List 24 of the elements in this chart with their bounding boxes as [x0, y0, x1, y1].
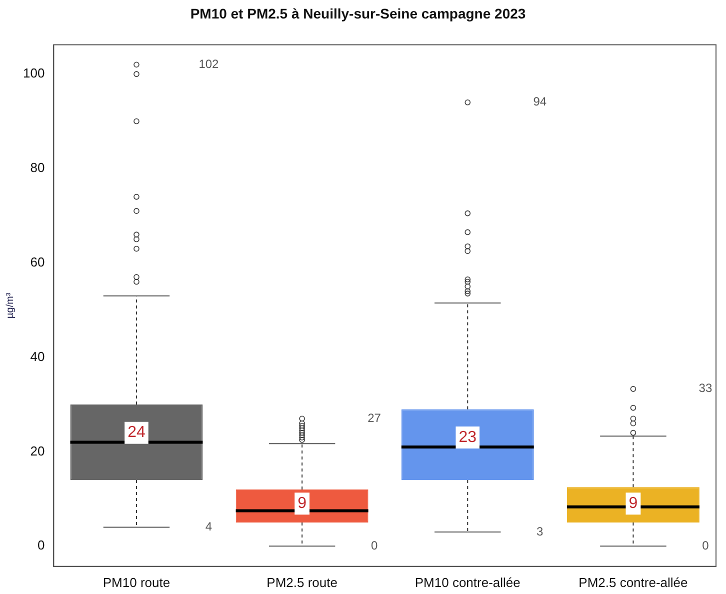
text: 23: [458, 428, 477, 446]
annotation: 33: [698, 381, 712, 396]
annotation: 0: [702, 538, 710, 552]
chart-title: PM10 et PM2.5 à Neuilly-sur-Seine campagne 2023: [190, 5, 526, 22]
y-tick-label: 40: [30, 348, 45, 364]
annotation: 0: [370, 538, 378, 552]
y-tick-label: 100: [22, 66, 45, 81]
x-tick-label: PM10 contre-allée: [414, 574, 520, 590]
annotation: 94: [533, 94, 547, 109]
x-tick-label: PM10 route: [102, 574, 170, 590]
x-tick-label: PM2.5 route: [266, 574, 338, 590]
text: 24: [128, 424, 146, 442]
annotation: 3: [536, 524, 544, 538]
annotation: 4: [205, 520, 212, 534]
annotation: 27: [368, 410, 382, 425]
x-tick-label: PM2.5 contre-allée: [578, 574, 688, 590]
text: 9: [298, 495, 307, 512]
y-tick-label: 0: [37, 538, 45, 553]
y-tick-label: 60: [30, 254, 45, 270]
text: 9: [628, 495, 638, 512]
annotation: 102: [198, 56, 220, 71]
y-tick-label: 20: [30, 443, 45, 458]
y-tick-label: 80: [30, 160, 45, 176]
y-axis-title: µg/m³: [4, 292, 16, 318]
